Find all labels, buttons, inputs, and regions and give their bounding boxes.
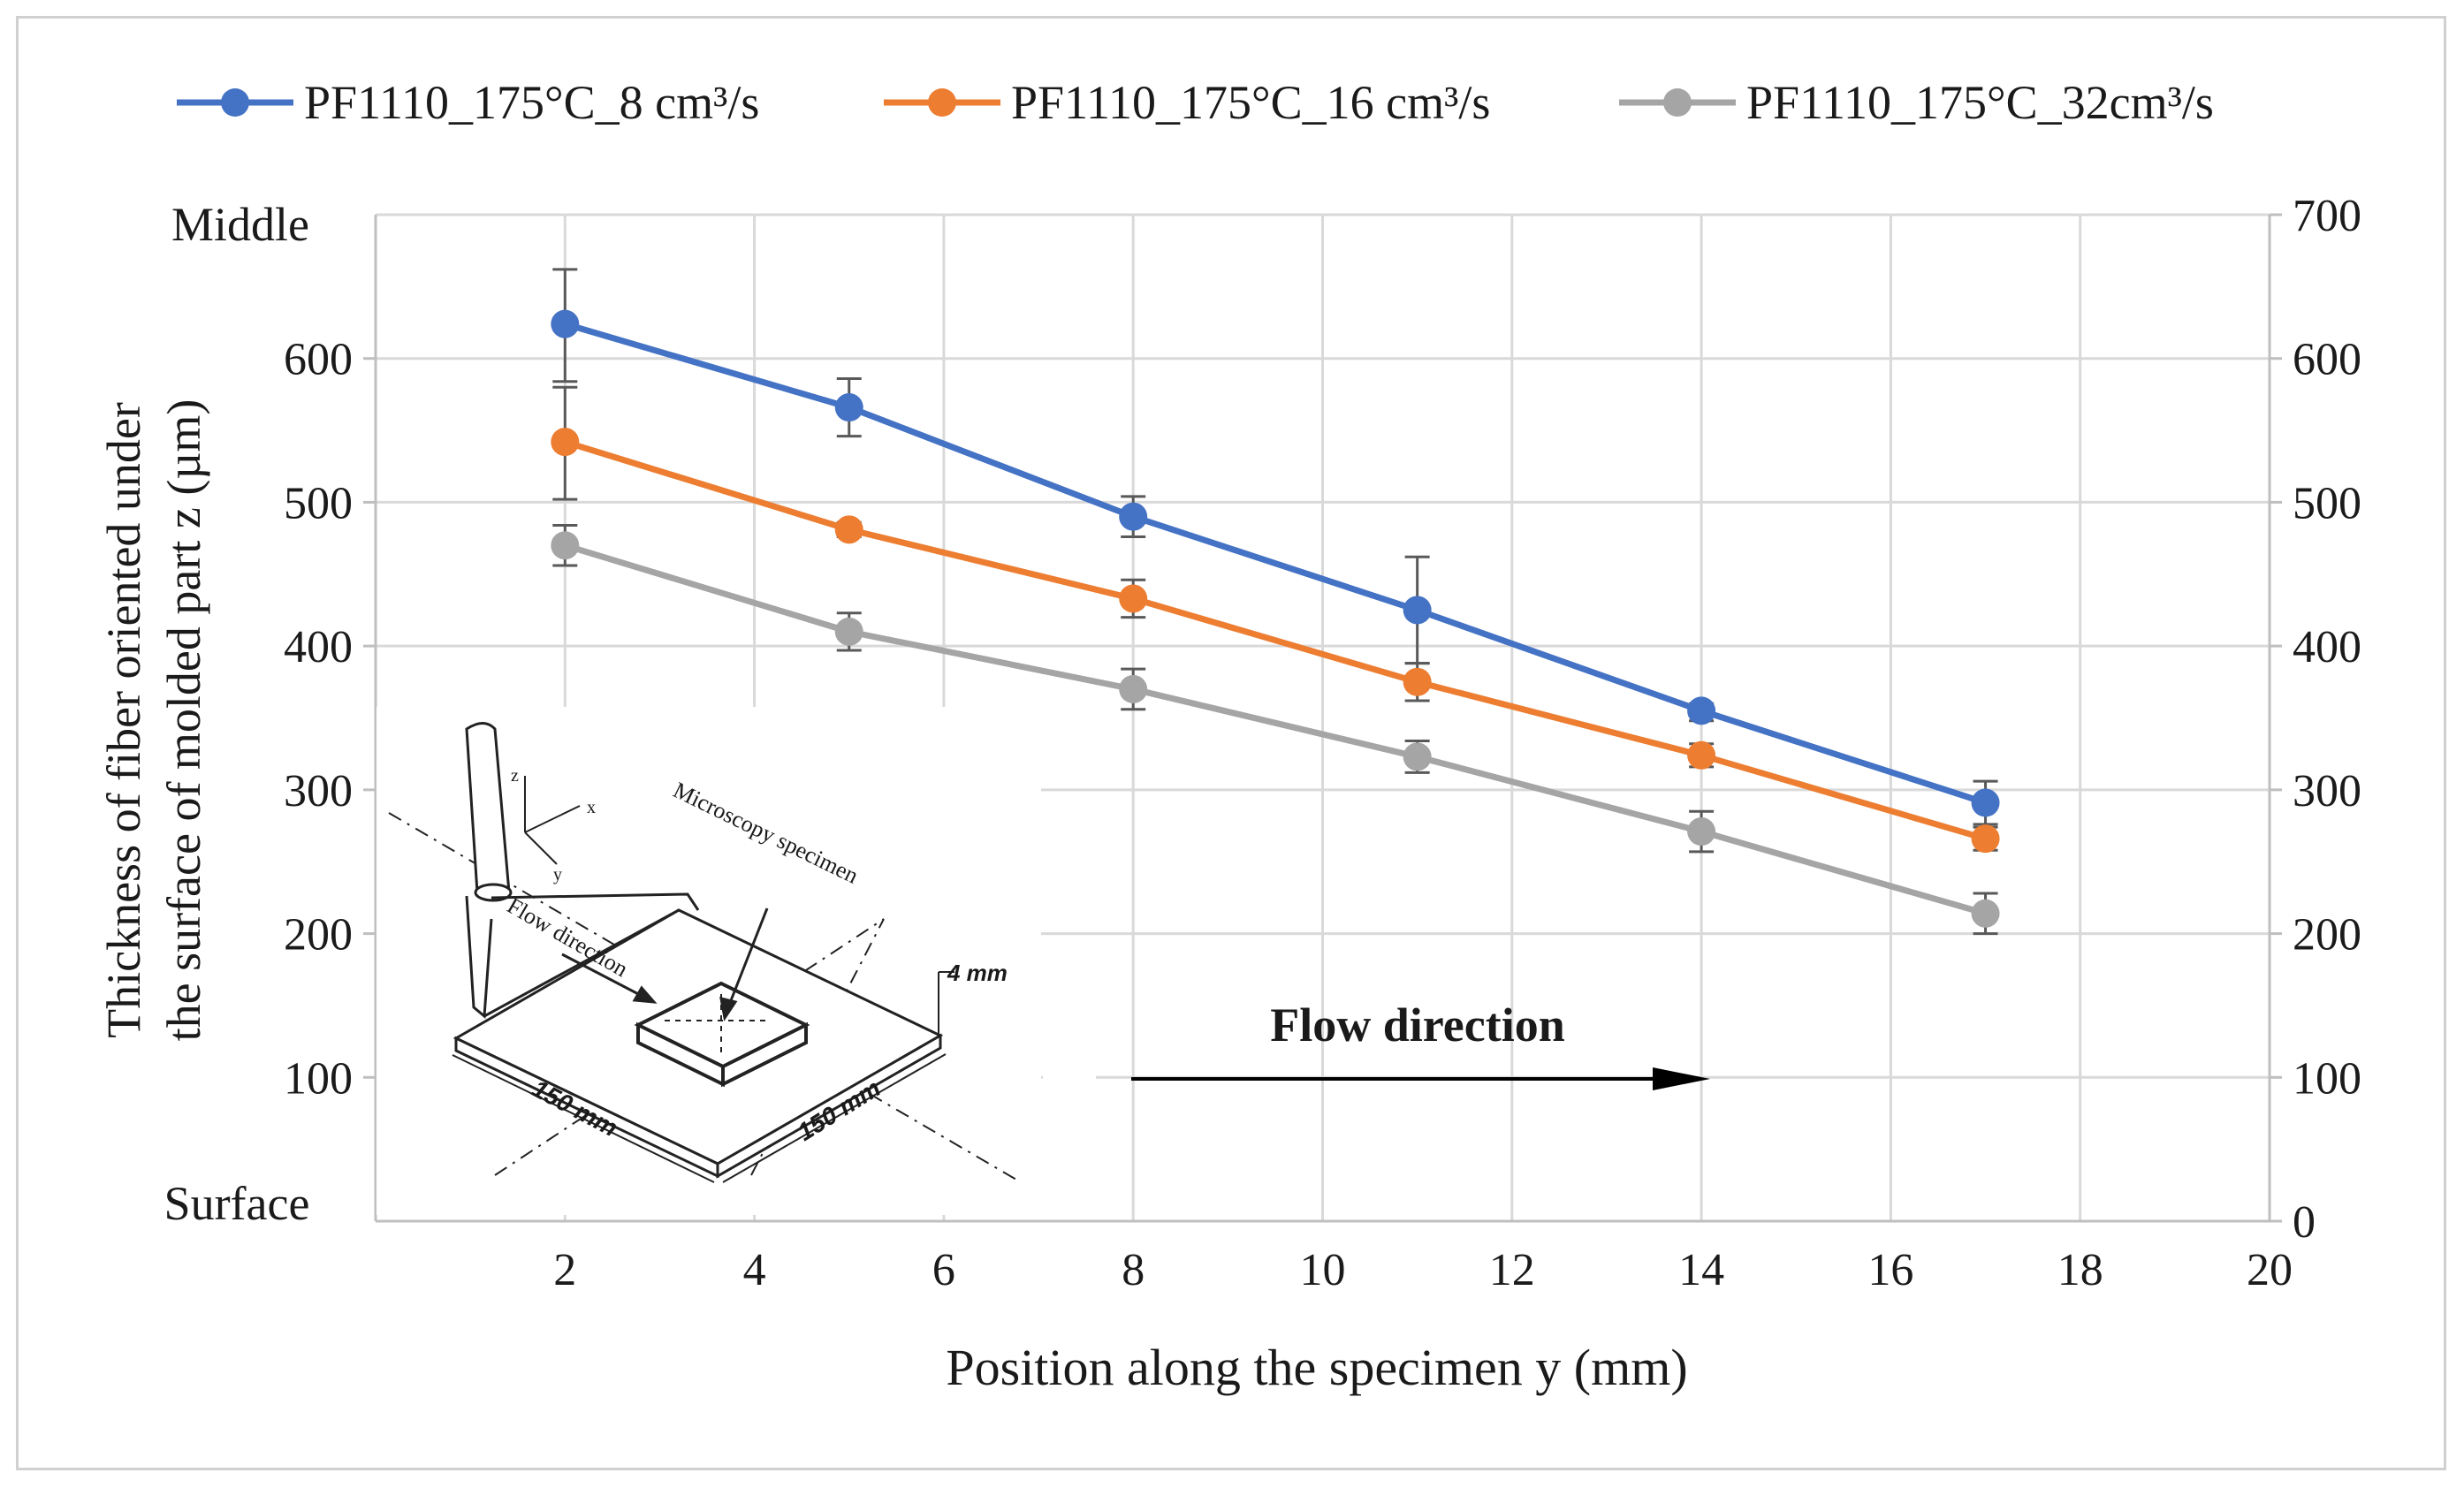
series-1-point-4 bbox=[1687, 696, 1716, 725]
series-3-point-4 bbox=[1687, 817, 1716, 846]
x-tick-label-6: 6 bbox=[932, 1245, 955, 1295]
x-tick-label-8: 8 bbox=[1122, 1245, 1145, 1295]
annotation-mask bbox=[1043, 983, 1096, 1085]
y-right-tick-label-100: 100 bbox=[2293, 1053, 2361, 1104]
y-left-tick-label-100: 100 bbox=[284, 1053, 353, 1104]
x-tick-label-18: 18 bbox=[2057, 1245, 2103, 1295]
legend-marker-1 bbox=[221, 88, 249, 117]
x-tick-label-16: 16 bbox=[1867, 1245, 1913, 1295]
x-tick-label-10: 10 bbox=[1300, 1245, 1346, 1295]
series-1-point-2 bbox=[1119, 502, 1148, 531]
runner bbox=[465, 895, 493, 1020]
series-1-point-0 bbox=[551, 309, 580, 338]
axis-z-label: z bbox=[511, 766, 519, 786]
series-2-point-3 bbox=[1403, 667, 1432, 696]
y-right-tick-label-600: 600 bbox=[2293, 335, 2361, 385]
legend: PF1110_175°C_8 cm³/s PF1110_175°C_16 cm³… bbox=[177, 76, 2214, 129]
legend-item-16cm3s: PF1110_175°C_16 cm³/s bbox=[884, 76, 1490, 129]
legend-label-1: PF1110_175°C_8 cm³/s bbox=[304, 76, 759, 129]
axes bbox=[363, 213, 2282, 1223]
series-2-line bbox=[564, 438, 1987, 842]
y-right-tick-label-700: 700 bbox=[2293, 191, 2361, 241]
y-right-tick-label-300: 300 bbox=[2293, 766, 2361, 816]
plate-side-edge bbox=[716, 1033, 942, 1179]
flow-direction-label: Flow direction bbox=[1270, 998, 1564, 1051]
series-3 bbox=[551, 523, 2000, 936]
x-tick-label-4: 4 bbox=[743, 1245, 766, 1295]
legend-label-3: PF1110_175°C_32cm³/s bbox=[1746, 76, 2214, 129]
y-left-tick-label-300: 300 bbox=[284, 766, 353, 816]
thickness-label: 4 mm bbox=[947, 960, 1008, 986]
series-2-point-5 bbox=[1971, 824, 2000, 854]
y-axis-title-line1: Thickness of fiber oriented under bbox=[97, 402, 150, 1038]
series-2-point-2 bbox=[1119, 584, 1148, 613]
series-1-point-3 bbox=[1403, 596, 1432, 625]
legend-marker-2 bbox=[928, 88, 956, 117]
y-left-tick-label-400: 400 bbox=[284, 622, 353, 672]
y-top-label: Middle bbox=[171, 198, 309, 251]
x-tick-label-20: 20 bbox=[2247, 1245, 2293, 1295]
y-right-tick-label-400: 400 bbox=[2293, 622, 2361, 672]
sprue bbox=[465, 722, 511, 894]
series-1-line bbox=[564, 321, 1987, 806]
series-2-point-1 bbox=[834, 515, 863, 544]
flow-arrow-head bbox=[1653, 1067, 1710, 1090]
y-left-tick-label-600: 600 bbox=[284, 335, 353, 385]
axis-y-label: y bbox=[553, 865, 562, 884]
series-layer bbox=[551, 268, 2000, 936]
y-right-tick-label-0: 0 bbox=[2293, 1197, 2316, 1248]
x-tick-label-14: 14 bbox=[1678, 1245, 1724, 1295]
specimen-schematic bbox=[388, 722, 1017, 1183]
series-3-point-5 bbox=[1971, 899, 2000, 928]
series-3-point-0 bbox=[551, 531, 580, 560]
series-1-point-1 bbox=[834, 393, 863, 422]
y-axis-title-line2: the surface of molded part z (µm) bbox=[157, 399, 210, 1042]
series-3-line bbox=[564, 542, 1987, 917]
y-right-tick-label-500: 500 bbox=[2293, 478, 2361, 528]
series-2-point-4 bbox=[1687, 740, 1716, 770]
y-left-tick-label-500: 500 bbox=[284, 478, 353, 528]
x-tick-label-2: 2 bbox=[553, 1245, 576, 1295]
y-left-tick-label-200: 200 bbox=[284, 910, 353, 960]
legend-marker-3 bbox=[1663, 88, 1692, 117]
legend-item-8cm3s: PF1110_175°C_8 cm³/s bbox=[177, 76, 759, 129]
series-2 bbox=[551, 385, 2000, 854]
tick-labels: 0 100 200 300 400 500 600 700 100 200 300 400 500 600… bbox=[284, 191, 2361, 1295]
legend-item-32cm3s: PF1110_175°C_32cm³/s bbox=[1619, 76, 2214, 129]
y-bottom-label: Surface bbox=[164, 1177, 310, 1230]
series-3-point-3 bbox=[1403, 742, 1432, 771]
legend-label-2: PF1110_175°C_16 cm³/s bbox=[1011, 76, 1490, 129]
series-1 bbox=[551, 268, 2000, 826]
axis-x-label: x bbox=[587, 798, 596, 817]
series-2-point-0 bbox=[551, 428, 580, 457]
y-right-tick-label-200: 200 bbox=[2293, 910, 2361, 960]
series-3-point-1 bbox=[834, 617, 863, 646]
series-3-point-2 bbox=[1119, 674, 1148, 703]
series-1-point-5 bbox=[1971, 788, 2000, 817]
x-tick-label-12: 12 bbox=[1489, 1245, 1535, 1295]
x-axis-title: Position along the specimen y (mm) bbox=[946, 1339, 1687, 1396]
